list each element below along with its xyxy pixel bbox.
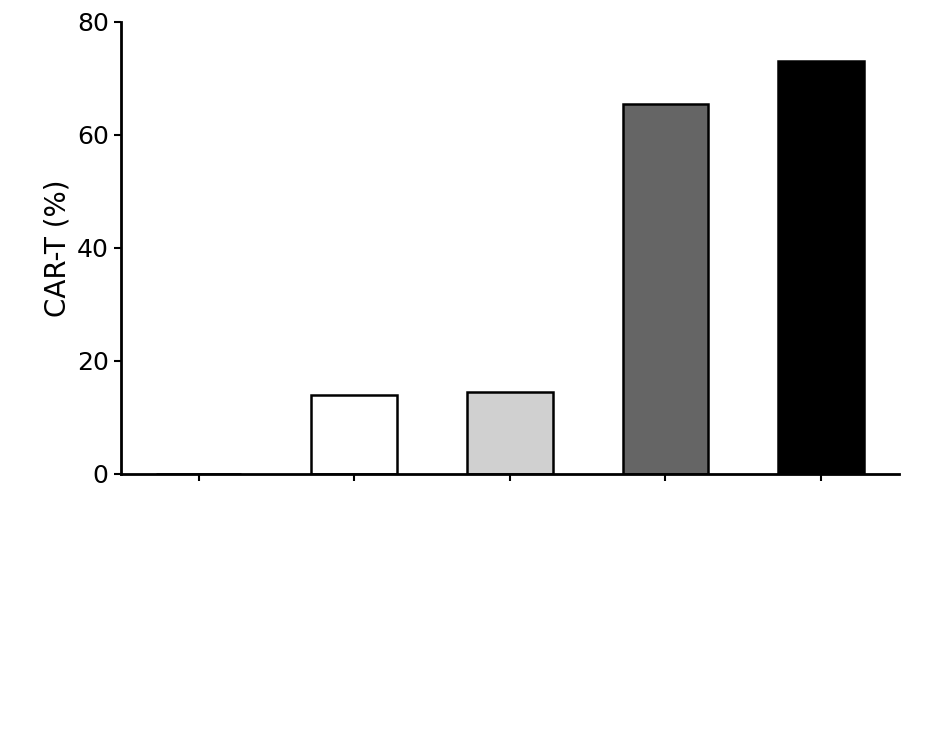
Bar [311, 395, 397, 474]
Bar [623, 104, 708, 474]
Bar [467, 392, 552, 474]
Bar [779, 61, 864, 474]
Y-axis label: CAR-T (%): CAR-T (%) [44, 179, 71, 316]
